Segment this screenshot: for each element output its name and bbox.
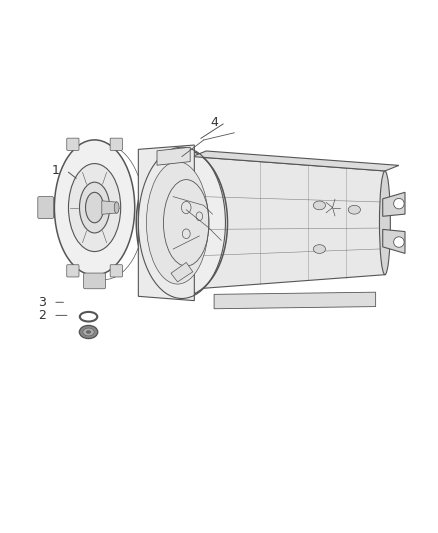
Text: 3: 3 — [38, 296, 46, 309]
Polygon shape — [157, 147, 190, 165]
Ellipse shape — [114, 202, 119, 213]
Polygon shape — [214, 292, 376, 309]
Ellipse shape — [313, 245, 325, 253]
Ellipse shape — [83, 328, 94, 336]
Ellipse shape — [348, 205, 360, 214]
Text: 2: 2 — [38, 309, 46, 322]
FancyBboxPatch shape — [67, 138, 79, 150]
Ellipse shape — [86, 330, 91, 334]
FancyBboxPatch shape — [110, 138, 122, 150]
Text: 4: 4 — [211, 116, 219, 129]
Polygon shape — [138, 145, 194, 301]
Ellipse shape — [54, 140, 135, 275]
FancyBboxPatch shape — [67, 265, 79, 277]
Polygon shape — [102, 201, 117, 214]
Text: 1: 1 — [51, 164, 59, 177]
FancyBboxPatch shape — [110, 265, 122, 277]
Ellipse shape — [313, 201, 325, 210]
Ellipse shape — [68, 164, 121, 252]
Polygon shape — [171, 262, 193, 282]
FancyBboxPatch shape — [38, 197, 53, 219]
Circle shape — [394, 198, 404, 209]
Ellipse shape — [83, 314, 94, 319]
Ellipse shape — [136, 149, 227, 297]
Ellipse shape — [146, 161, 208, 284]
Polygon shape — [383, 229, 405, 253]
Circle shape — [394, 237, 404, 247]
Polygon shape — [192, 157, 385, 289]
Ellipse shape — [80, 182, 110, 233]
Ellipse shape — [79, 326, 98, 338]
Polygon shape — [383, 192, 405, 216]
Ellipse shape — [85, 192, 104, 223]
Ellipse shape — [379, 171, 390, 274]
FancyBboxPatch shape — [84, 273, 106, 289]
Polygon shape — [192, 151, 399, 171]
